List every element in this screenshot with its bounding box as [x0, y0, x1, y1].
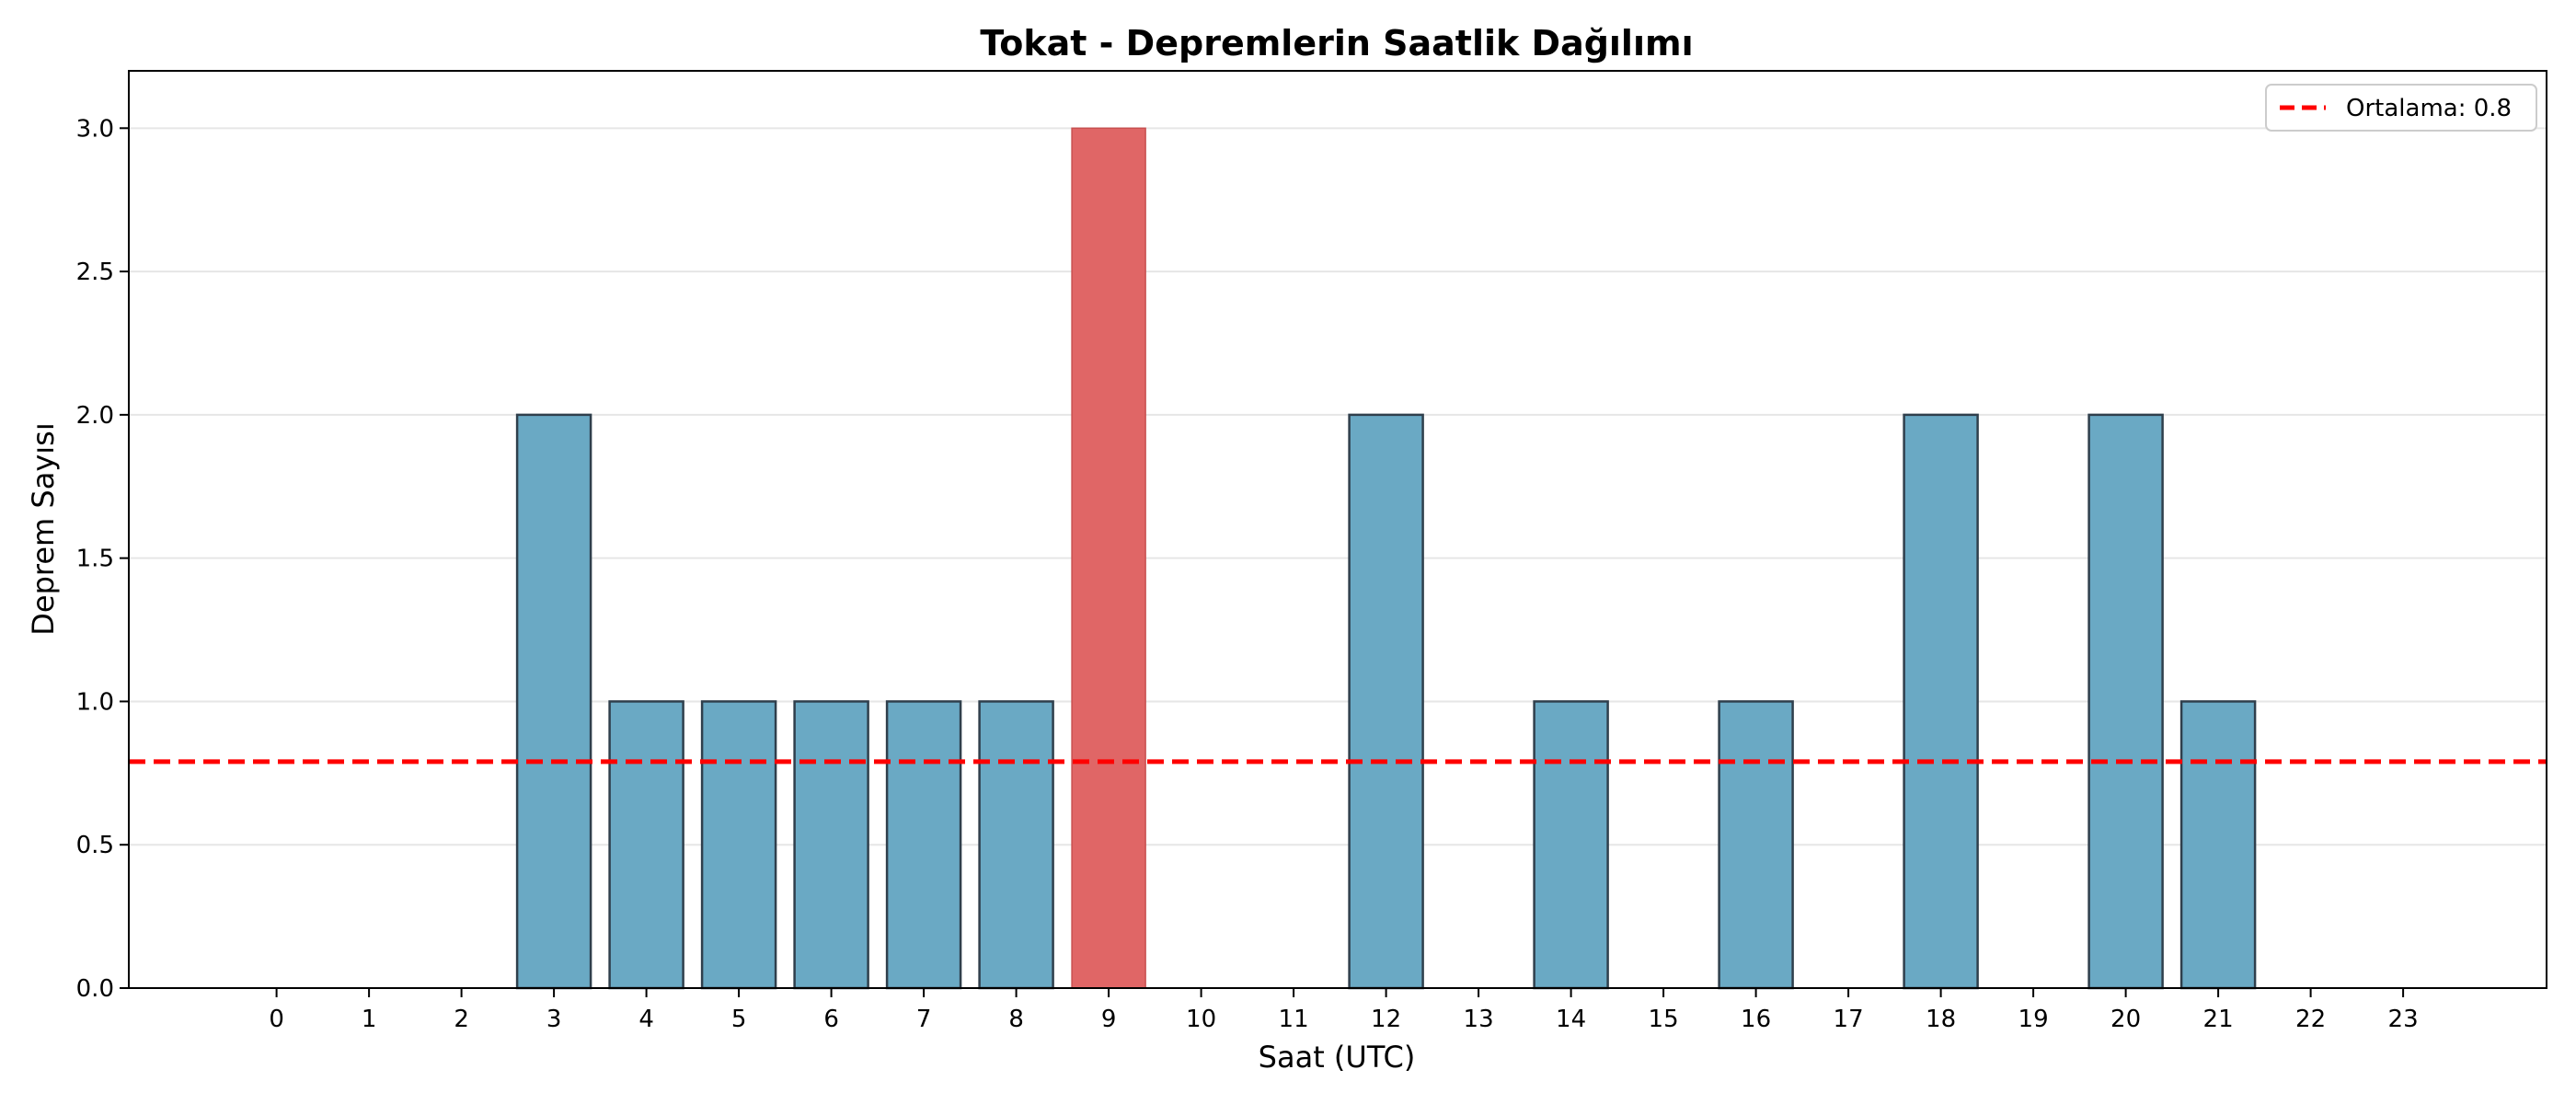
- x-tick-label: 23: [2388, 1006, 2419, 1033]
- bar-4: [608, 700, 684, 990]
- y-tick-label: 0.0: [76, 975, 114, 1003]
- x-tick-label: 1: [362, 1006, 377, 1033]
- bar-20: [2087, 413, 2164, 990]
- x-tick-label: 20: [2110, 1006, 2141, 1033]
- x-tick-label: 9: [1101, 1006, 1117, 1033]
- legend: Ortalama: 0.8: [2265, 84, 2537, 132]
- x-tick-label: 4: [638, 1006, 654, 1033]
- x-tick-label: 7: [916, 1006, 932, 1033]
- bar-18: [1903, 413, 1979, 990]
- x-tick-label: 10: [1186, 1006, 1216, 1033]
- bar-9: [1071, 127, 1146, 989]
- bar-21: [2179, 700, 2257, 990]
- x-tick-label: 11: [1279, 1006, 1309, 1033]
- y-axis-label: Deprem Sayısı: [26, 422, 61, 635]
- x-tick-label: 19: [2018, 1006, 2049, 1033]
- x-tick-label: 22: [2295, 1006, 2326, 1033]
- y-tick-label: 3.0: [76, 115, 114, 143]
- x-tick-label: 5: [731, 1006, 747, 1033]
- x-tick-label: 18: [1926, 1006, 1956, 1033]
- x-tick-label: 21: [2203, 1006, 2234, 1033]
- x-tick-label: 17: [1834, 1006, 1864, 1033]
- x-tick-label: 15: [1649, 1006, 1679, 1033]
- bar-3: [515, 413, 592, 990]
- y-tick-label: 1.5: [76, 546, 114, 573]
- y-tick-label: 0.5: [76, 832, 114, 859]
- bar-12: [1348, 413, 1424, 990]
- y-tick-label: 1.0: [76, 688, 114, 716]
- bar-14: [1533, 700, 1609, 990]
- x-tick-label: 8: [1008, 1006, 1024, 1033]
- x-tick-label: 12: [1371, 1006, 1401, 1033]
- x-axis-label: Saat (UTC): [1259, 1040, 1416, 1075]
- bar-6: [793, 700, 869, 990]
- x-tick-label: 0: [269, 1006, 284, 1033]
- y-axis-ticks: 0.0 0.5 1.0 1.5 2.0 2.5 3.0: [76, 115, 129, 1003]
- bar-8: [978, 700, 1054, 990]
- legend-box: [2265, 84, 2537, 132]
- x-tick-label: 14: [1556, 1006, 1586, 1033]
- y-tick-label: 2.5: [76, 259, 114, 286]
- x-tick-label: 13: [1464, 1006, 1494, 1033]
- x-tick-label: 2: [454, 1006, 469, 1033]
- legend-label: Ortalama: 0.8: [2346, 95, 2512, 122]
- bar-7: [885, 700, 962, 990]
- x-tick-label: 3: [546, 1006, 562, 1033]
- chart-title: Tokat - Depremlerin Saatlik Dağılımı: [980, 23, 1693, 63]
- x-axis-ticks: 0 1 2 3 4 5 6 7 8 9 10 11 12 13 14 15 16 17 18 19 20 21 22 23: [269, 988, 2419, 1033]
- bar-5: [700, 700, 777, 990]
- x-tick-label: 6: [823, 1006, 839, 1033]
- plot-frame: [128, 70, 2547, 989]
- bar-16: [1718, 700, 1794, 990]
- x-tick-label: 16: [1741, 1006, 1771, 1033]
- y-tick-label: 2.0: [76, 402, 114, 430]
